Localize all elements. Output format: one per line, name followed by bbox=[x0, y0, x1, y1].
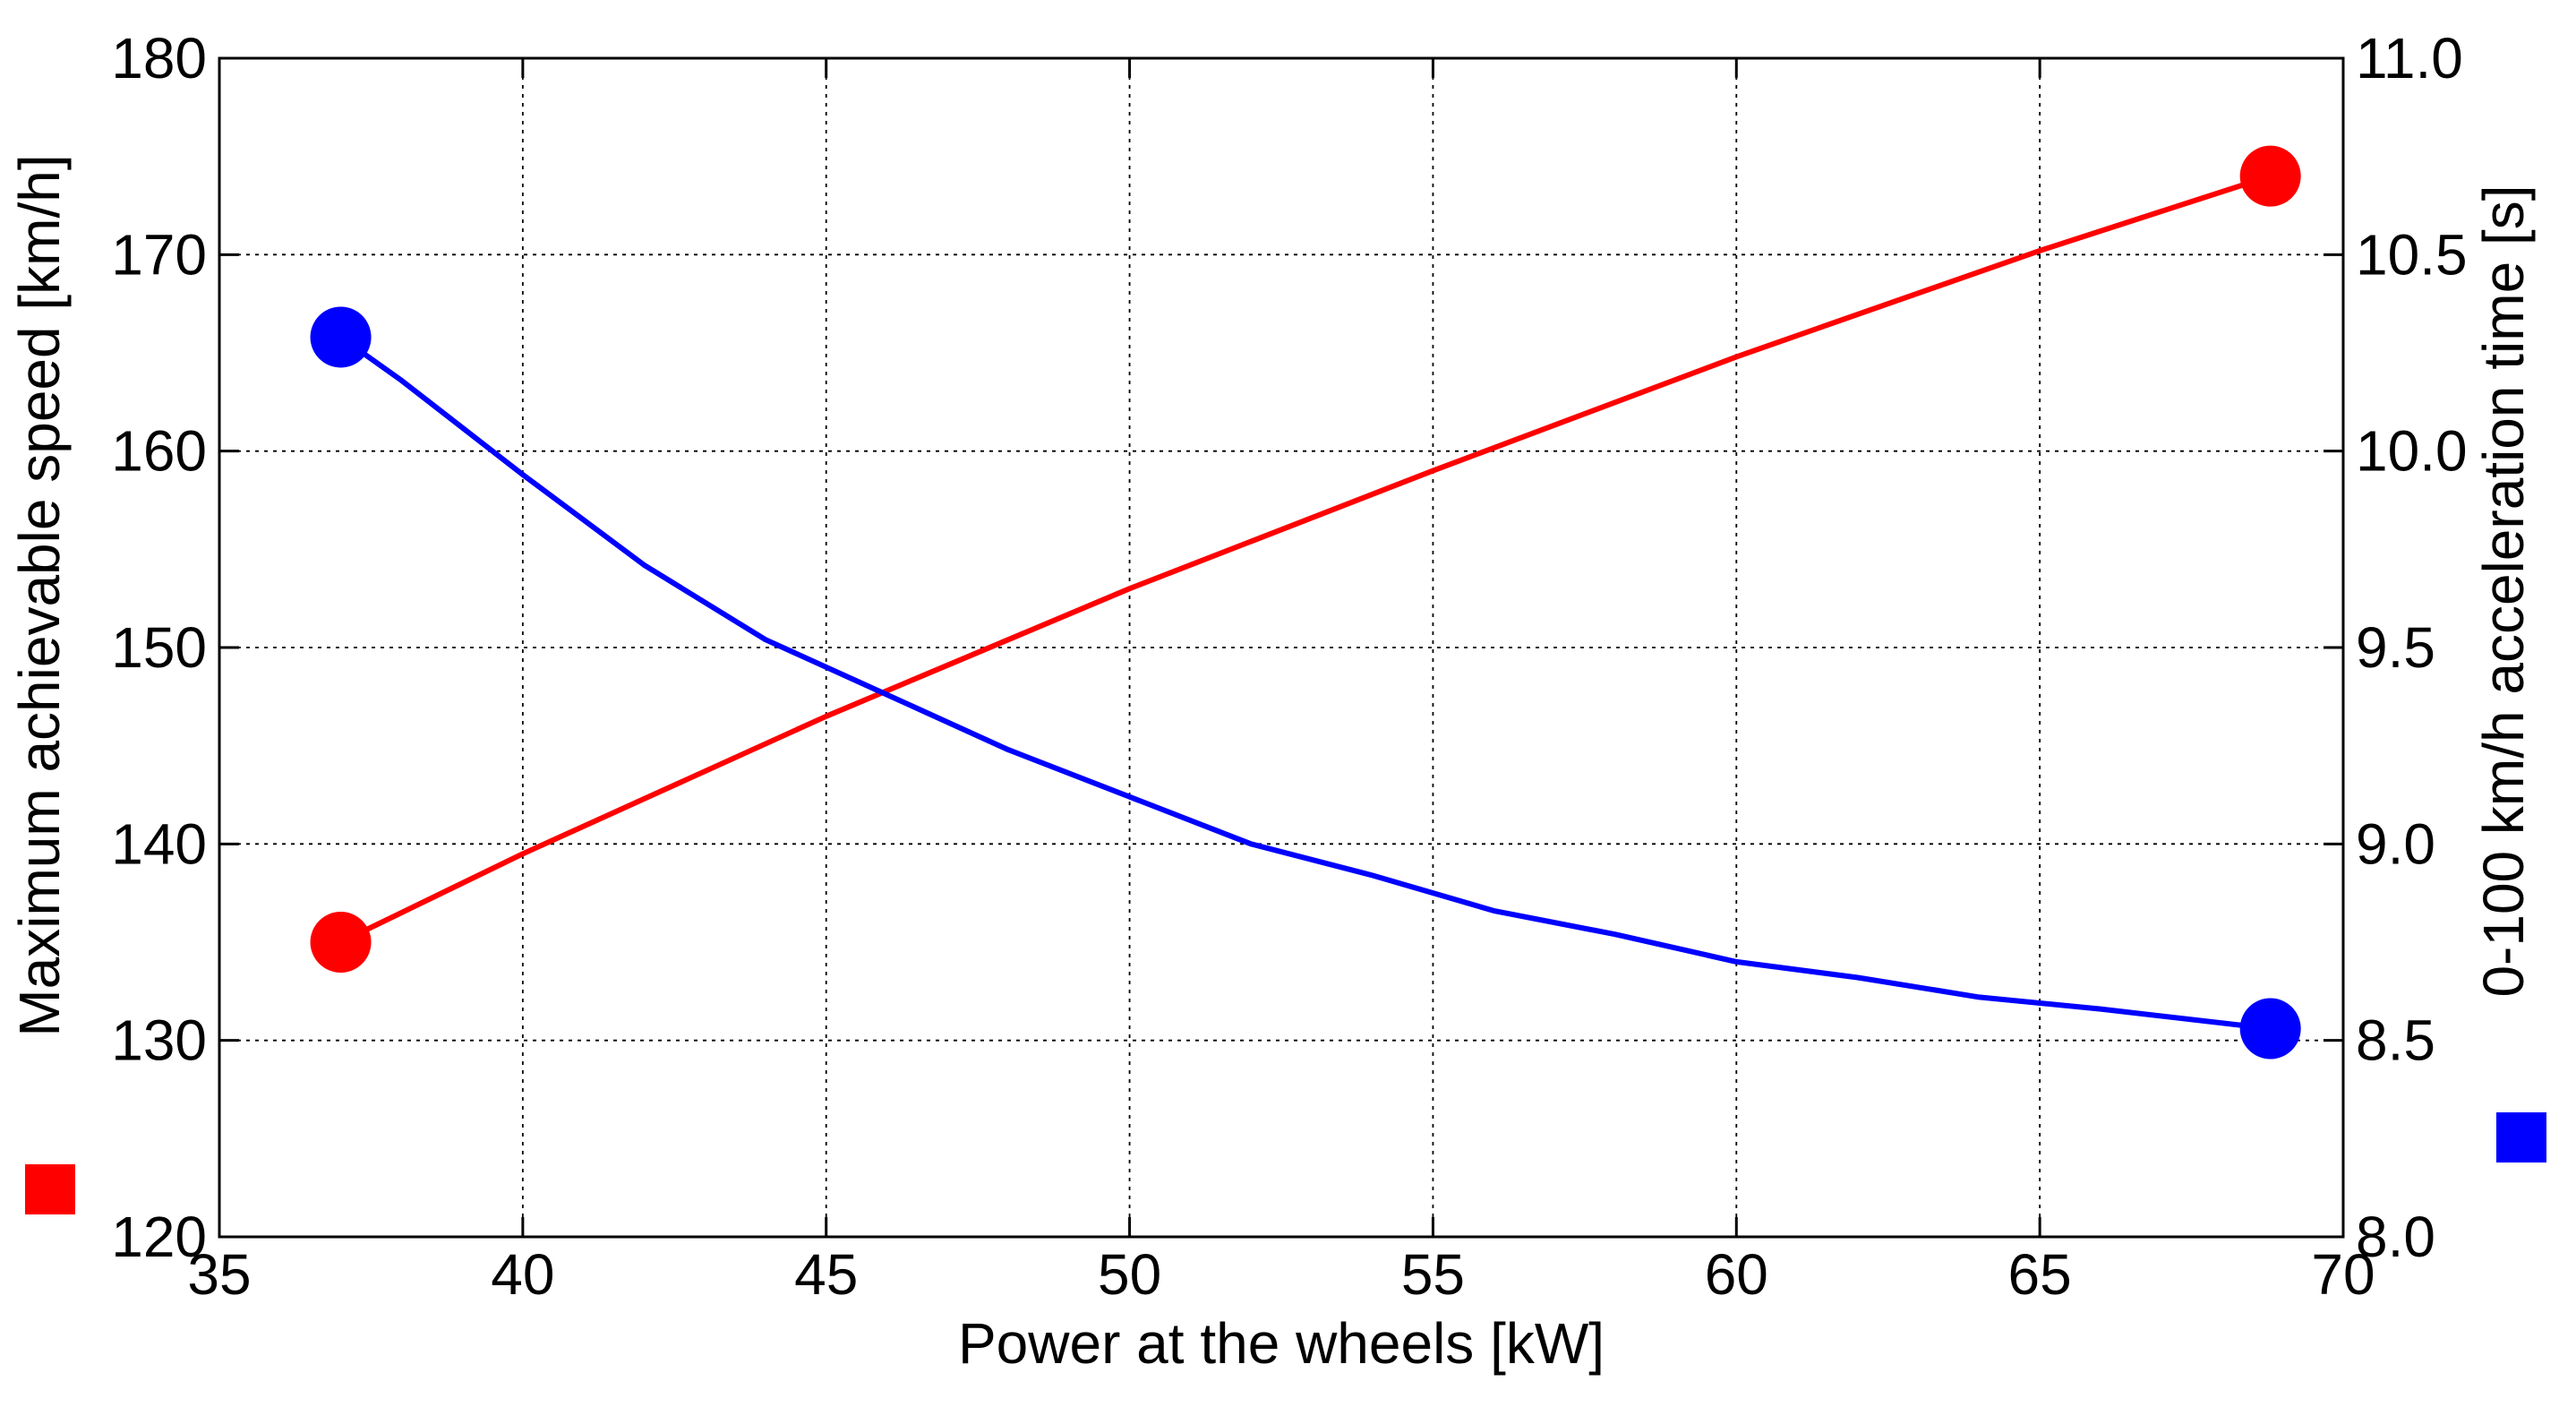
series-2-marker-2 bbox=[2239, 998, 2301, 1060]
y-left-tick-label: 170 bbox=[111, 222, 207, 287]
x-axis-label: Power at the wheels [kW] bbox=[958, 1311, 1605, 1376]
y-left-axis-label: Maximum achievable speed [km/h] bbox=[7, 154, 72, 1036]
y-left-tick-label: 140 bbox=[111, 811, 207, 876]
y-left-tick-label: 130 bbox=[111, 1008, 207, 1073]
x-tick-label: 45 bbox=[794, 1242, 858, 1307]
tick-labels: 35 40 45 50 55 60 65 70 120 130 140 150 160 170 180 8.0… bbox=[111, 26, 2467, 1307]
left-axis-series-color-square bbox=[25, 1164, 75, 1214]
series-1-marker-1 bbox=[310, 912, 372, 973]
y-right-tick-label: 8.0 bbox=[2356, 1205, 2435, 1269]
y-right-tick-label: 10.0 bbox=[2356, 419, 2468, 484]
y-left-tick-label: 180 bbox=[111, 26, 207, 90]
x-tick-label: 40 bbox=[491, 1242, 554, 1307]
y-right-tick-label: 9.5 bbox=[2356, 615, 2435, 680]
x-tick-label: 70 bbox=[2311, 1242, 2375, 1307]
y-right-tick-label: 9.0 bbox=[2356, 811, 2435, 876]
y-right-axis-label: 0-100 km/h acceleration time [s] bbox=[2471, 184, 2536, 997]
y-left-tick-label: 160 bbox=[111, 419, 207, 484]
series-2-line bbox=[338, 334, 2273, 1032]
y-right-tick-label: 10.5 bbox=[2356, 222, 2468, 287]
y-right-tick-label: 11.0 bbox=[2356, 26, 2463, 90]
x-tick-label: 50 bbox=[1098, 1242, 1161, 1307]
series-1-marker-2 bbox=[2239, 145, 2301, 207]
right-axis-series-color-square bbox=[2496, 1112, 2546, 1162]
x-tick-label: 55 bbox=[1401, 1242, 1465, 1307]
x-tick-label: 35 bbox=[187, 1242, 251, 1307]
series-layer bbox=[310, 145, 2301, 1060]
x-tick-label: 60 bbox=[1705, 1242, 1768, 1307]
tick-marks bbox=[218, 56, 2345, 1239]
series-2-marker-1 bbox=[310, 306, 372, 368]
x-tick-label: 65 bbox=[2008, 1242, 2072, 1307]
series-1-line bbox=[338, 173, 2273, 945]
y-left-tick-label: 120 bbox=[111, 1205, 207, 1269]
y-right-tick-label: 8.5 bbox=[2356, 1008, 2435, 1073]
y-left-tick-label: 150 bbox=[111, 615, 207, 680]
